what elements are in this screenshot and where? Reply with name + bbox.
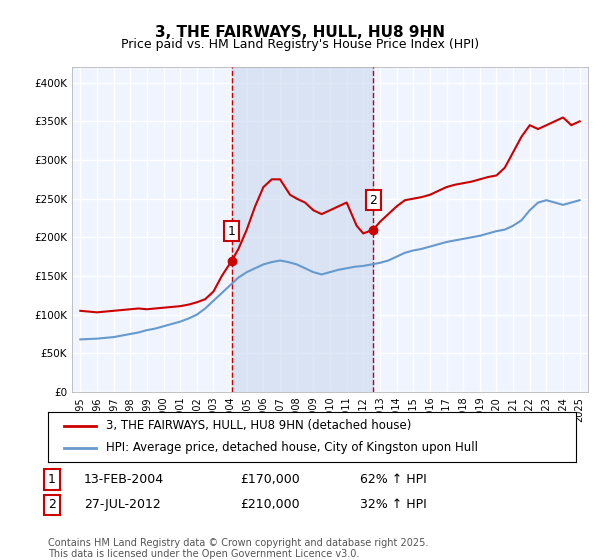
Text: 3, THE FAIRWAYS, HULL, HU8 9HN (detached house): 3, THE FAIRWAYS, HULL, HU8 9HN (detached… bbox=[106, 419, 412, 432]
Text: HPI: Average price, detached house, City of Kingston upon Hull: HPI: Average price, detached house, City… bbox=[106, 441, 478, 454]
Text: 3, THE FAIRWAYS, HULL, HU8 9HN: 3, THE FAIRWAYS, HULL, HU8 9HN bbox=[155, 25, 445, 40]
Text: 32% ↑ HPI: 32% ↑ HPI bbox=[360, 498, 427, 511]
Text: Contains HM Land Registry data © Crown copyright and database right 2025.
This d: Contains HM Land Registry data © Crown c… bbox=[48, 538, 428, 559]
Text: 62% ↑ HPI: 62% ↑ HPI bbox=[360, 473, 427, 486]
Text: Price paid vs. HM Land Registry's House Price Index (HPI): Price paid vs. HM Land Registry's House … bbox=[121, 38, 479, 50]
Text: 2: 2 bbox=[48, 498, 56, 511]
Text: £210,000: £210,000 bbox=[240, 498, 299, 511]
Bar bbox=[232, 67, 373, 392]
Text: 27-JUL-2012: 27-JUL-2012 bbox=[84, 498, 161, 511]
Text: 2: 2 bbox=[370, 194, 377, 207]
Text: 13-FEB-2004: 13-FEB-2004 bbox=[84, 473, 164, 486]
Text: 1: 1 bbox=[48, 473, 56, 486]
Text: 1: 1 bbox=[228, 225, 236, 237]
Text: £170,000: £170,000 bbox=[240, 473, 300, 486]
